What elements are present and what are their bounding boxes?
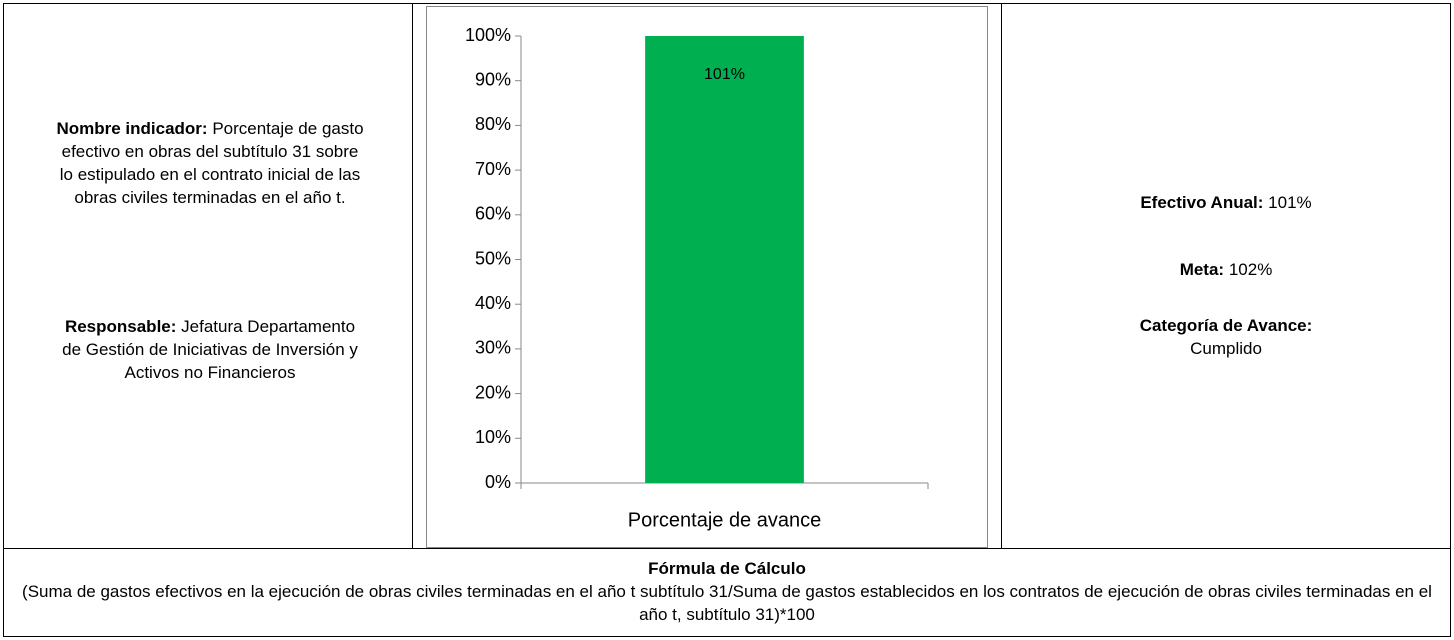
- label: Meta:: [1179, 260, 1225, 279]
- category: Categoría de Avance: Cumplido: [1003, 314, 1449, 360]
- label: Efectivo Anual:: [1140, 193, 1264, 212]
- data-label: 101%: [704, 66, 745, 83]
- responsible: Responsable: Jefatura Departamento de Ge…: [55, 315, 365, 384]
- y-tick-label: 20%: [475, 382, 511, 402]
- x-tick-label: Porcentaje de avance: [628, 509, 821, 531]
- y-tick-label: 100%: [465, 25, 511, 45]
- chart: 0% 10% 20% 30% 40% 50% 60% 70% 80% 90% 100% 101% Por…: [426, 6, 988, 548]
- y-tick-label: 30%: [475, 338, 511, 358]
- y-tick-label: 50%: [475, 248, 511, 268]
- bar: [645, 36, 804, 483]
- annual: Efectivo Anual: 101%: [1003, 191, 1449, 214]
- formula-text: (Suma de gastos efectivos en la ejecució…: [22, 582, 1432, 624]
- label: Nombre indicador:: [56, 119, 208, 138]
- left-cell: [3, 3, 413, 549]
- formula: Fórmula de Cálculo (Suma de gastos efecti…: [8, 557, 1446, 626]
- y-tick-label: 0%: [485, 472, 511, 492]
- indicator-name: Nombre indicador: Porcentaje de gasto ef…: [55, 117, 365, 209]
- y-tick-label: 90%: [475, 69, 511, 89]
- value: Porcentaje de gasto efectivo en obras de…: [59, 119, 364, 207]
- plot-area: [645, 36, 804, 483]
- y-tick-label: 60%: [475, 204, 511, 224]
- label: Responsable:: [64, 317, 177, 336]
- goal: Meta: 102%: [1003, 258, 1449, 281]
- value: 102%: [1228, 260, 1273, 279]
- value: Jefatura Departamento de Gestión de Inic…: [62, 317, 358, 382]
- value: 101%: [1268, 193, 1312, 212]
- y-tick-label: 80%: [475, 114, 511, 134]
- y-tick-label: 40%: [475, 293, 511, 313]
- y-tick-label: 70%: [475, 159, 511, 179]
- value: Cumplido: [1190, 339, 1262, 358]
- y-tick-label: 10%: [475, 427, 511, 447]
- formula-cell: [3, 548, 1451, 637]
- formula-title: Fórmula de Cálculo: [648, 559, 806, 578]
- label: Categoría de Avance:: [1139, 316, 1313, 335]
